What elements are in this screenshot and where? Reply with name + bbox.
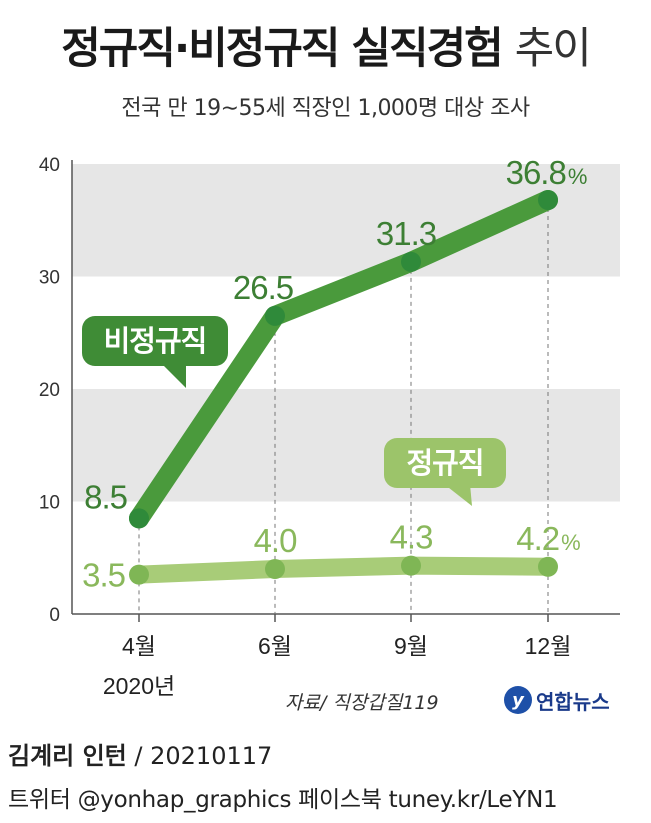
series-line-regular bbox=[130, 556, 557, 584]
y-tick-label: 30 bbox=[39, 268, 60, 289]
data-label: 8.5 bbox=[84, 478, 127, 515]
y-tick-label: 10 bbox=[39, 493, 60, 514]
title-main: 정규직·비정규직 실직경험 bbox=[61, 24, 503, 74]
data-point bbox=[538, 556, 558, 577]
social-credit: 트위터 @yonhap_graphics 페이스북 tuney.kr/LeYN1 bbox=[8, 787, 558, 813]
x-tick-label: 12월 bbox=[525, 633, 572, 659]
chart-title: 정규직·비정규직 실직경험 추이 bbox=[0, 14, 651, 76]
data-point bbox=[129, 508, 149, 529]
credit-line: 김계리 인턴 / 20210117 bbox=[8, 736, 272, 771]
data-point bbox=[538, 190, 558, 210]
yonhap-logo-icon: y bbox=[504, 686, 532, 714]
logo-text: 연합뉴스 bbox=[536, 689, 610, 714]
author-name: 김계리 인턴 bbox=[8, 742, 127, 770]
unit-label: % bbox=[561, 530, 580, 555]
legend-nonregular-tail bbox=[160, 362, 186, 388]
grid-band bbox=[72, 164, 620, 277]
source-note: 자료/ 직장갑질119 bbox=[285, 692, 439, 714]
yonhap-logo: y 연합뉴스 bbox=[504, 684, 610, 716]
x-tick-label: 9월 bbox=[394, 633, 428, 659]
x-year-label: 2020년 bbox=[103, 673, 175, 699]
series-line-nonregular bbox=[129, 190, 558, 529]
x-tick-label: 4월 bbox=[122, 633, 156, 659]
data-point bbox=[401, 251, 421, 272]
legend-nonregular-label: 비정규직 bbox=[104, 324, 207, 358]
y-tick-label: 20 bbox=[39, 380, 60, 401]
unit-label: % bbox=[568, 164, 587, 189]
data-label: 36.8% bbox=[506, 154, 587, 191]
data-point bbox=[265, 559, 285, 579]
data-label: 26.5 bbox=[233, 269, 293, 306]
legend-regular-bubble bbox=[384, 438, 506, 488]
data-point bbox=[401, 555, 421, 576]
chart-subtitle: 전국 만 19∼55세 직장인 1,000명 대상 조사 bbox=[121, 96, 530, 121]
credit-date: / 20210117 bbox=[126, 742, 273, 770]
data-label: 3.5 bbox=[82, 557, 125, 594]
data-point bbox=[265, 305, 285, 326]
legend-regular-label: 정규직 bbox=[406, 446, 483, 480]
title-light: 추이 bbox=[514, 24, 592, 74]
data-label: 4.0 bbox=[254, 522, 298, 559]
y-tick-label: 40 bbox=[39, 155, 60, 176]
data-label: 4.2% bbox=[516, 520, 580, 557]
y-tick-label: 0 bbox=[49, 605, 60, 626]
legend-regular-tail bbox=[444, 484, 472, 506]
x-tick-label: 6월 bbox=[258, 633, 292, 659]
data-label: 4.3 bbox=[390, 519, 433, 556]
data-point bbox=[129, 564, 149, 585]
legend-nonregular-bubble bbox=[82, 316, 228, 366]
data-label: 31.3 bbox=[376, 215, 436, 252]
